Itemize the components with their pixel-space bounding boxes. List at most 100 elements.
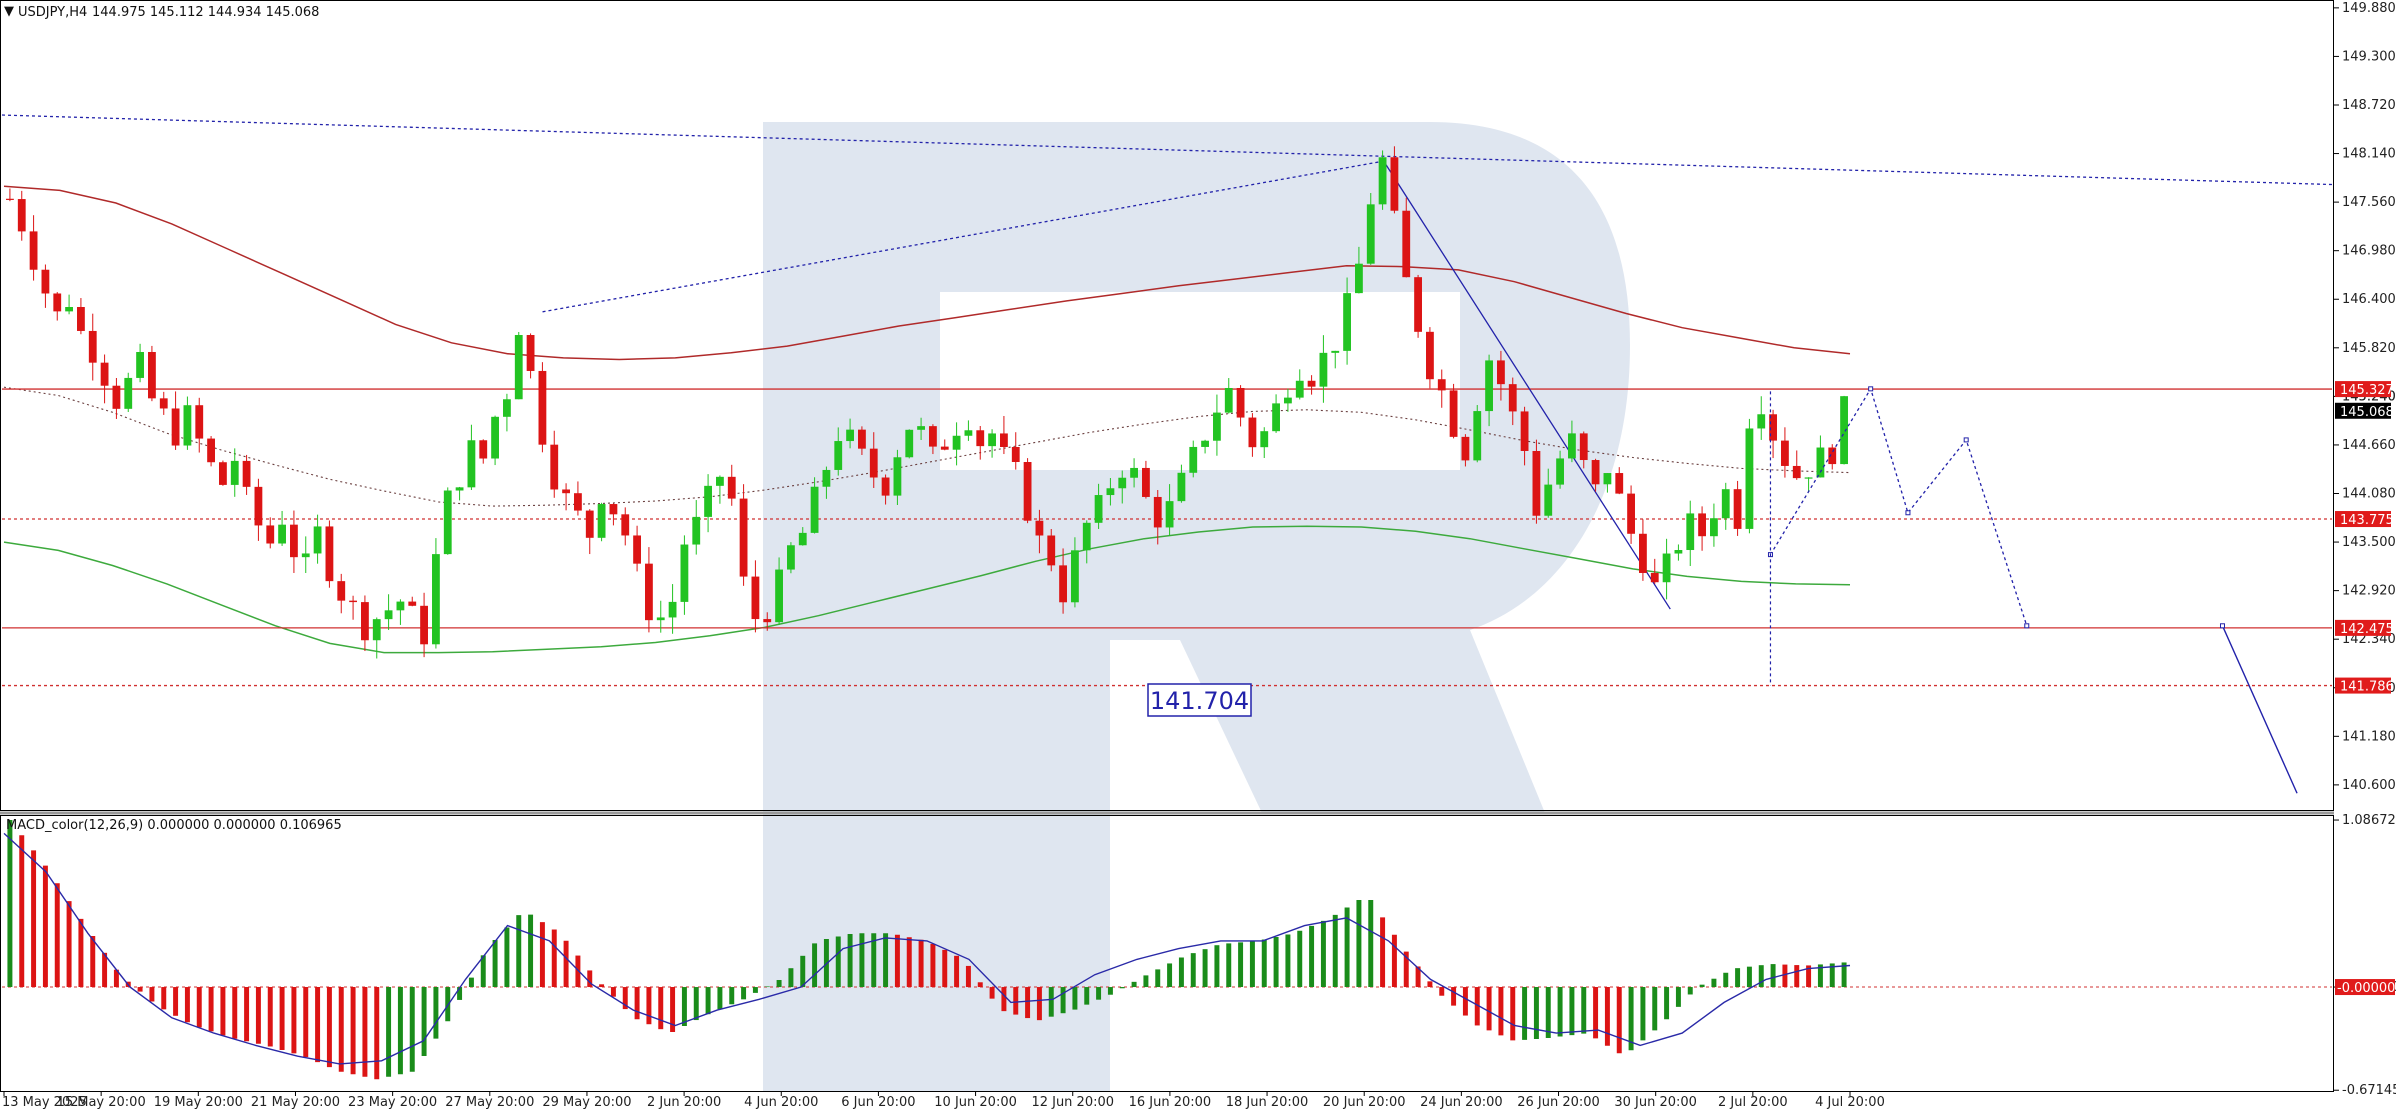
candle-body [739, 498, 748, 577]
level-tag-1-bg [2335, 511, 2391, 528]
candle-body [1378, 157, 1387, 205]
candle-body [313, 526, 322, 554]
candle-body [716, 476, 724, 486]
price-tick-label: 148.720 [2342, 98, 2396, 113]
time-tick-label: 6 Jun 20:00 [841, 1095, 915, 1110]
candle-body [301, 553, 310, 558]
macd-layer [2, 820, 2332, 1080]
candle-body [1307, 380, 1316, 387]
trend-line-2[interactable] [1383, 160, 1671, 610]
level-tag-2: 142.475 [2340, 622, 2394, 637]
candle-body [574, 493, 582, 511]
candle-body [1816, 447, 1825, 478]
candle-body [633, 535, 641, 564]
candle-body [1497, 360, 1505, 385]
time-tick-label: 2 Jun 20:00 [647, 1095, 721, 1110]
price-tick-label: 140.600 [2342, 778, 2396, 793]
candle-body [727, 476, 736, 499]
candle-body [538, 370, 547, 445]
candle-body [1284, 397, 1292, 404]
candle-body [656, 617, 665, 621]
price-tick-label: 144.080 [2342, 486, 2396, 501]
candle-body [100, 362, 109, 386]
price-tick-label: 144.660 [2342, 438, 2396, 453]
candle-body [420, 605, 428, 645]
price-tick-label: 149.300 [2342, 49, 2396, 64]
candle-body [680, 544, 689, 602]
candle-body [1508, 384, 1517, 412]
forecast-point [1868, 386, 1874, 392]
current-price-tag: 145.068 [2340, 405, 2394, 420]
candle-body [1686, 513, 1695, 551]
level-tag-0: 145.327 [2340, 383, 2394, 398]
candle-body [1390, 157, 1399, 211]
candle-body [1828, 447, 1837, 465]
candle-body [1769, 414, 1777, 441]
forecast-path[interactable] [1769, 387, 2028, 627]
candle-body [609, 504, 618, 515]
candle-body [112, 385, 121, 409]
candle-body [1698, 513, 1706, 537]
candle-body [1272, 403, 1280, 432]
trend-line-0[interactable] [1, 114, 2333, 186]
candle-body [1650, 572, 1659, 583]
chart-title-triangle[interactable]: ▼ [4, 4, 14, 19]
candle-body [1106, 488, 1115, 496]
candle-body [1603, 473, 1612, 485]
candle-body [621, 514, 630, 536]
candle-body [1485, 360, 1493, 412]
macd-header: MACD_color(12,26,9) 0.000000 0.000000 0.… [6, 818, 342, 833]
candle-body [479, 440, 488, 459]
candle-body [408, 601, 417, 606]
candle-body [1757, 414, 1766, 429]
candle-body [1792, 465, 1801, 479]
candle-body [929, 426, 937, 447]
candle-body [1449, 390, 1458, 437]
forecast-point [2024, 623, 2030, 629]
candle-body [763, 619, 772, 623]
candle-body [834, 441, 843, 470]
candle-body [1000, 433, 1008, 447]
candle-body [1224, 387, 1233, 413]
candle-body [976, 430, 985, 447]
candle-body [1520, 411, 1529, 451]
candle-body [1082, 522, 1091, 551]
candle-body [1153, 496, 1162, 528]
candle-body [1213, 412, 1221, 441]
candle-body [396, 601, 405, 611]
time-tick-label: 12 Jun 20:00 [1031, 1095, 1114, 1110]
candle-body [1426, 331, 1434, 380]
forecast-line[interactable] [2221, 625, 2298, 794]
level-tag-1: 143.775 [2340, 513, 2394, 528]
candle-body [514, 335, 523, 400]
time-tick-label: 4 Jul 20:00 [1815, 1095, 1885, 1110]
candle-body [1733, 489, 1742, 529]
macd-tick-label: -0.671457 [2342, 1083, 2396, 1098]
candle-body [6, 198, 14, 200]
candle-body [159, 398, 168, 409]
candle-body [775, 569, 783, 623]
candle-body [1437, 379, 1446, 391]
macd-zero-tag-bg [2335, 979, 2395, 996]
candle-body [1071, 550, 1079, 603]
candle-body [645, 563, 653, 621]
candle-body [230, 460, 239, 485]
candle-body [846, 429, 854, 442]
candle-body [278, 524, 286, 544]
candle-body [242, 460, 251, 487]
candle-body [1295, 380, 1304, 398]
candle-body [1568, 433, 1576, 459]
candle-body [787, 545, 795, 570]
annotation-box-frame[interactable] [1147, 683, 1252, 717]
current-price-tag-bg [2335, 402, 2391, 419]
candle-body [1745, 428, 1754, 529]
price-layer [1, 114, 2333, 794]
candle-body [1544, 484, 1553, 516]
candle-body [361, 602, 369, 641]
candle-body [988, 433, 996, 447]
level-tag-3: 141.786 [2340, 680, 2394, 695]
trend-line-1[interactable] [542, 160, 1384, 313]
candle-body [183, 405, 192, 446]
price-tick-label: 145.820 [2342, 341, 2396, 356]
